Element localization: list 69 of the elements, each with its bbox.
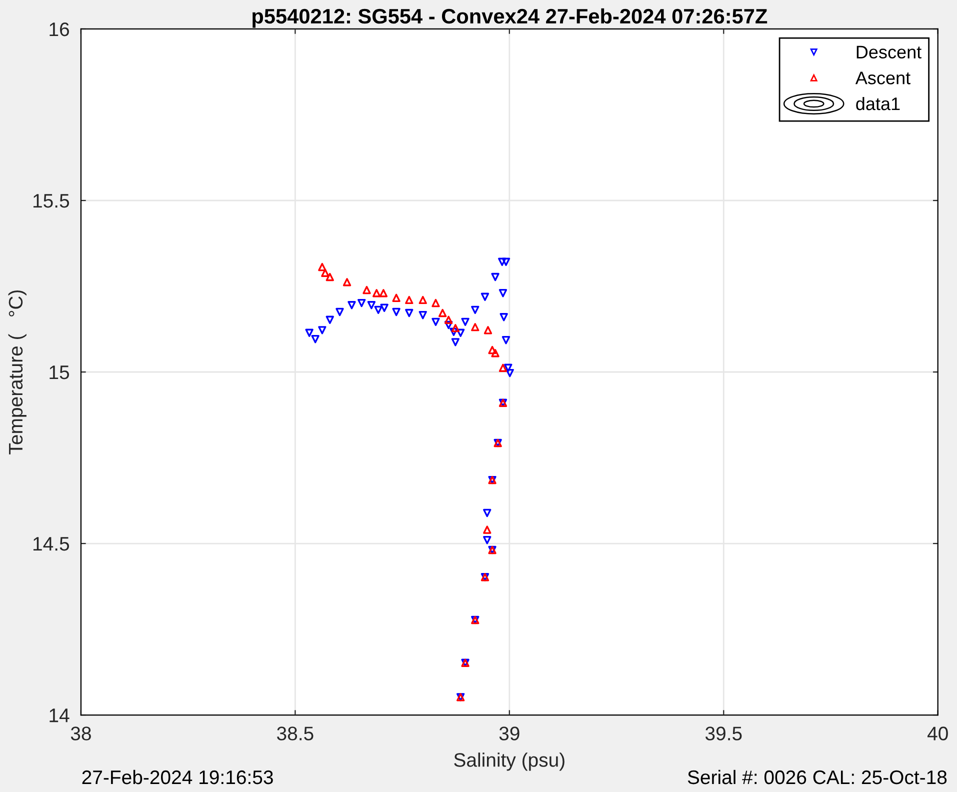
point xyxy=(418,310,427,320)
point xyxy=(432,318,440,326)
point xyxy=(374,306,382,314)
point xyxy=(456,328,465,337)
point xyxy=(311,334,320,344)
point xyxy=(392,308,400,316)
x-tick-label: 38 xyxy=(70,726,91,740)
point xyxy=(484,326,492,334)
point xyxy=(491,272,500,282)
x-tick-label: 40 xyxy=(927,726,948,740)
point xyxy=(471,306,480,314)
point xyxy=(502,258,510,266)
point xyxy=(461,318,470,326)
point xyxy=(498,364,508,372)
point xyxy=(367,301,376,310)
legend-label: data1 xyxy=(856,96,900,110)
point xyxy=(498,258,506,266)
point xyxy=(451,324,460,332)
x-tick-label: 38.5 xyxy=(277,726,314,740)
y-tick-label: 14 xyxy=(50,708,70,722)
point xyxy=(471,322,480,332)
point xyxy=(444,316,453,324)
y-tick-label: 15 xyxy=(50,366,70,380)
legend-label: Ascent xyxy=(855,72,910,84)
point xyxy=(342,278,352,286)
point xyxy=(498,289,508,298)
point xyxy=(318,326,326,334)
point xyxy=(502,336,510,344)
chart-title: p5540212: SG554 - Convex24 27-Feb-2024 07:26:57Z xyxy=(252,8,768,28)
point xyxy=(358,298,366,308)
point xyxy=(362,286,371,294)
point xyxy=(326,316,334,324)
point xyxy=(405,308,414,318)
point xyxy=(380,304,388,312)
legend-label: Descent xyxy=(856,46,922,58)
x-tick-label: 39 xyxy=(499,726,520,740)
point xyxy=(500,313,508,322)
point xyxy=(432,298,440,308)
point xyxy=(483,526,492,534)
point xyxy=(318,262,326,272)
x-axis-title: Salinity (psu) xyxy=(454,752,564,771)
point xyxy=(405,296,414,304)
y-tick-label: 15.5 xyxy=(33,194,70,208)
point xyxy=(504,364,512,372)
point xyxy=(372,289,381,298)
point xyxy=(438,308,447,318)
point xyxy=(491,349,500,358)
text: Serial #: 0026 CAL: 25-Oct-18 xyxy=(688,770,947,784)
point xyxy=(506,368,514,378)
point xyxy=(392,294,400,302)
point xyxy=(326,272,334,282)
y-tick-label: 14.5 xyxy=(33,537,70,551)
point xyxy=(450,328,458,336)
point xyxy=(451,338,460,346)
point xyxy=(480,292,490,301)
x-tick-label: 39.5 xyxy=(705,726,742,740)
point xyxy=(336,308,344,316)
point xyxy=(418,296,427,304)
point xyxy=(488,346,496,354)
text: 27-Feb-2024 19:16:53 xyxy=(82,770,273,784)
point xyxy=(321,268,330,277)
y-axis-title: Temperature ( °C) xyxy=(8,290,26,454)
point xyxy=(483,536,492,544)
point xyxy=(483,508,492,518)
point xyxy=(379,289,388,298)
y-tick-label: 16 xyxy=(50,22,69,36)
point xyxy=(305,328,314,337)
point xyxy=(444,320,453,330)
point xyxy=(348,301,356,310)
